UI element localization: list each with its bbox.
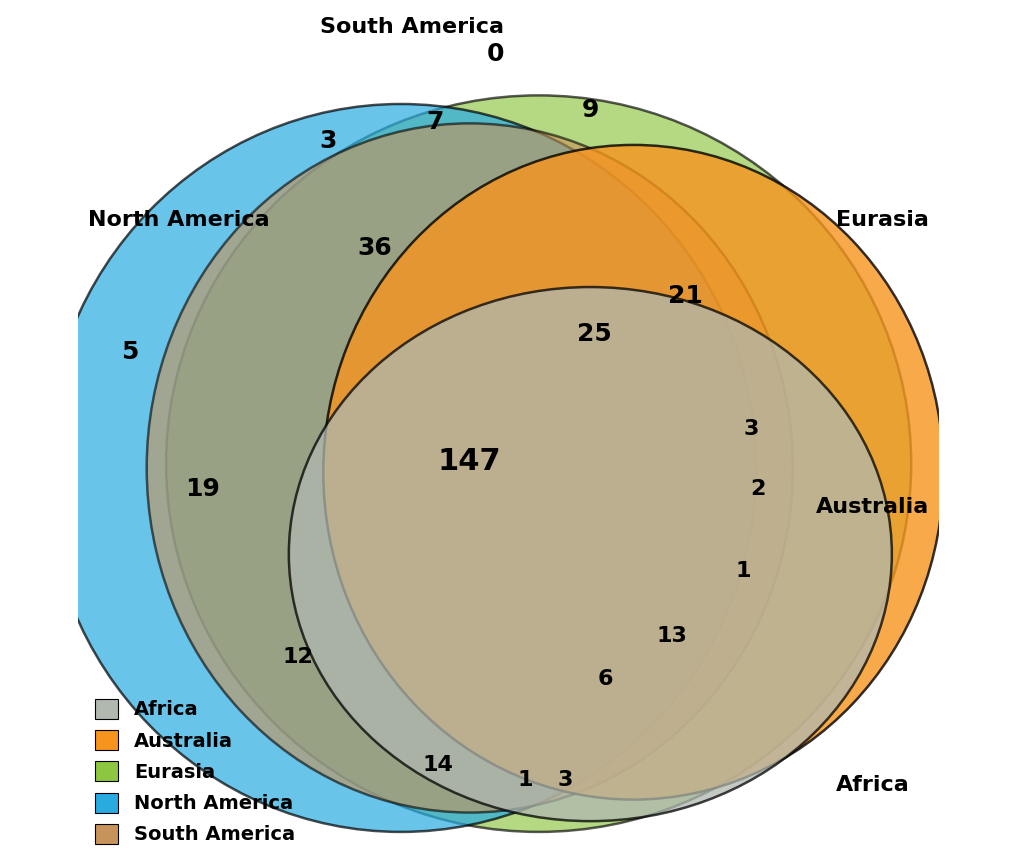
Text: 3: 3	[743, 419, 759, 440]
Text: 0: 0	[487, 42, 504, 67]
Text: 1: 1	[735, 561, 751, 582]
Text: 147: 147	[438, 447, 501, 476]
Text: Australia: Australia	[816, 497, 929, 517]
Ellipse shape	[289, 287, 892, 821]
Ellipse shape	[146, 123, 793, 812]
Text: 5: 5	[121, 340, 138, 363]
Ellipse shape	[323, 145, 944, 799]
Text: 3: 3	[557, 770, 573, 790]
Text: 19: 19	[185, 478, 220, 501]
Text: Eurasia: Eurasia	[836, 210, 929, 230]
Text: 3: 3	[319, 128, 337, 153]
Ellipse shape	[166, 95, 911, 832]
Text: Africa: Africa	[836, 775, 909, 795]
Text: North America: North America	[88, 210, 270, 230]
Text: 14: 14	[422, 755, 454, 775]
Text: 2: 2	[751, 479, 766, 499]
Text: 1: 1	[517, 770, 533, 790]
Text: 25: 25	[578, 323, 612, 347]
Text: South America: South America	[320, 16, 504, 37]
Text: 13: 13	[657, 626, 687, 646]
Text: 21: 21	[667, 284, 703, 308]
Text: 7: 7	[426, 109, 444, 134]
Text: 36: 36	[358, 237, 393, 260]
Ellipse shape	[46, 104, 757, 832]
Text: 12: 12	[282, 648, 313, 668]
Legend: Africa, Australia, Eurasia, North America, South America: Africa, Australia, Eurasia, North Americ…	[89, 693, 301, 851]
Text: 6: 6	[598, 669, 613, 689]
Text: 9: 9	[582, 99, 599, 122]
